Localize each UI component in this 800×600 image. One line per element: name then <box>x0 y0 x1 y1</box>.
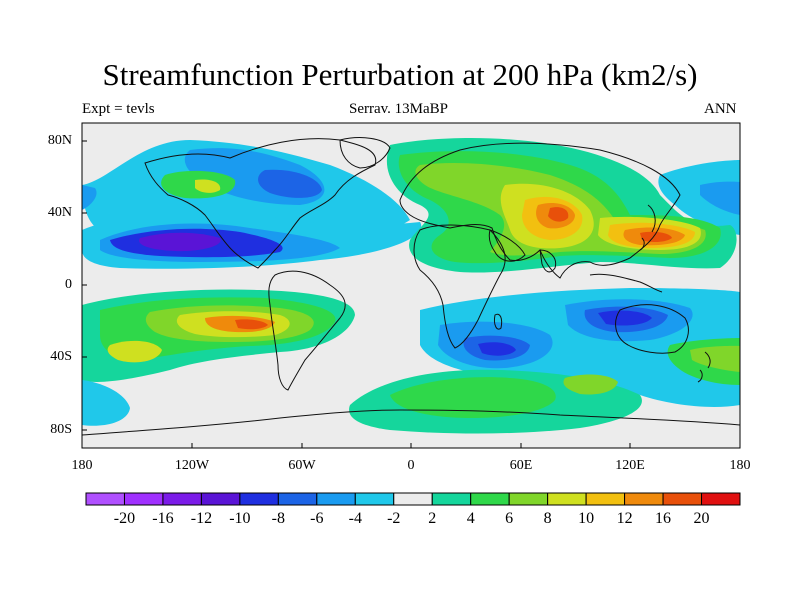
colorbar-label: 4 <box>466 510 475 527</box>
x-tick-label: 120E <box>615 458 645 473</box>
field-south-america-high-core <box>235 319 268 330</box>
coastlines <box>82 137 740 436</box>
colorbar <box>85 492 741 506</box>
colorbar-label: 10 <box>578 510 595 527</box>
colorbar-swatch <box>431 492 472 506</box>
coastline-maritime-asia <box>589 273 663 293</box>
period-label: Serrav. 13MaBP <box>349 101 449 117</box>
field-southern-low-core-west <box>478 342 516 356</box>
x-tick-label: 0 <box>407 458 415 473</box>
colorbar-swatch <box>393 492 433 506</box>
field-canada-low-core <box>258 169 322 198</box>
x-tick-label: 60W <box>288 458 316 473</box>
colorbar-swatch <box>624 492 664 506</box>
axis-ticks <box>81 140 741 448</box>
x-tick-label: 60E <box>509 458 533 473</box>
coastline-greenland <box>339 137 391 169</box>
y-tick-label: 80S <box>50 422 72 437</box>
colorbar-label: -2 <box>387 510 401 527</box>
x-tick-label: 180 <box>71 458 93 473</box>
y-tick-label: 40N <box>47 205 72 220</box>
coastline-eurasia <box>399 142 681 279</box>
x-tick-label: 180 <box>729 458 751 473</box>
colorbar-label: 12 <box>616 510 633 527</box>
field-west-edge-low <box>82 185 97 210</box>
colorbar-swatch <box>162 492 202 506</box>
colorbar-label: -8 <box>271 510 286 527</box>
coastline-north-america <box>144 138 377 269</box>
coastline-arabia <box>488 229 526 262</box>
colorbar-label: 2 <box>428 510 437 527</box>
coastline-australia <box>615 304 689 354</box>
field-west-pacific-inner <box>640 231 672 243</box>
colorbar-label: -12 <box>190 510 213 527</box>
field-antarctic-high-green <box>390 377 556 418</box>
colorbar-label: 8 <box>543 510 552 527</box>
map-title: Streamfunction Perturbation at 200 hPa (… <box>102 57 698 92</box>
field-asia-inner <box>548 207 569 222</box>
field-southeast-pacific-high-core <box>690 345 740 372</box>
colorbar-swatch <box>470 492 510 506</box>
coastline-japan <box>639 204 656 251</box>
colorbar-label: 20 <box>693 510 710 527</box>
colorbar-label: -4 <box>348 510 362 527</box>
field-southern-low-core-east <box>598 310 652 326</box>
colorbar-swatch <box>701 492 741 506</box>
y-tick-label: 80N <box>47 133 72 148</box>
colorbar-swatch <box>316 492 356 506</box>
y-tick-label: 0 <box>65 277 72 292</box>
field-antarctic-high-lime <box>563 374 618 395</box>
colorbar-swatch <box>277 492 318 506</box>
field-subtropical-low-core <box>139 232 221 252</box>
field-northeast-pacific-low-core <box>700 181 740 215</box>
colorbar-swatch <box>508 492 549 506</box>
field-south-pacific-lime-west <box>107 340 162 363</box>
coastline-new-zealand <box>697 351 711 383</box>
colorbar-label: -16 <box>152 510 174 527</box>
colorbar-swatch <box>123 492 164 506</box>
colorbar-swatch <box>200 492 241 506</box>
x-tick-label: 120W <box>174 458 210 473</box>
colorbar-label: -20 <box>113 510 136 527</box>
colorbar-swatch <box>85 492 125 506</box>
streamfunction-field <box>82 138 740 434</box>
coastline-antarctica <box>82 409 740 436</box>
colorbar-label: 6 <box>505 510 514 527</box>
colorbar-label: -10 <box>229 510 251 527</box>
coastline-madagascar <box>494 313 503 330</box>
field-south-pacific-west-low <box>82 380 130 426</box>
coastline-south-america <box>268 270 346 391</box>
field-northeast-pacific-low <box>658 160 740 235</box>
colorbar-label: 16 <box>655 510 672 527</box>
colorbar-swatch <box>662 492 703 506</box>
colorbar-label: -6 <box>310 510 324 527</box>
season-label: ANN <box>704 101 737 117</box>
coastline-india <box>539 249 557 273</box>
colorbar-swatch <box>547 492 587 506</box>
colorbar-swatch <box>585 492 626 506</box>
colorbar-swatch <box>239 492 279 506</box>
experiment-label: Expt = tevls <box>82 101 155 117</box>
field-north-pacific-yellow <box>195 179 221 193</box>
y-tick-label: 40S <box>50 349 72 364</box>
colorbar-swatch <box>354 492 395 506</box>
